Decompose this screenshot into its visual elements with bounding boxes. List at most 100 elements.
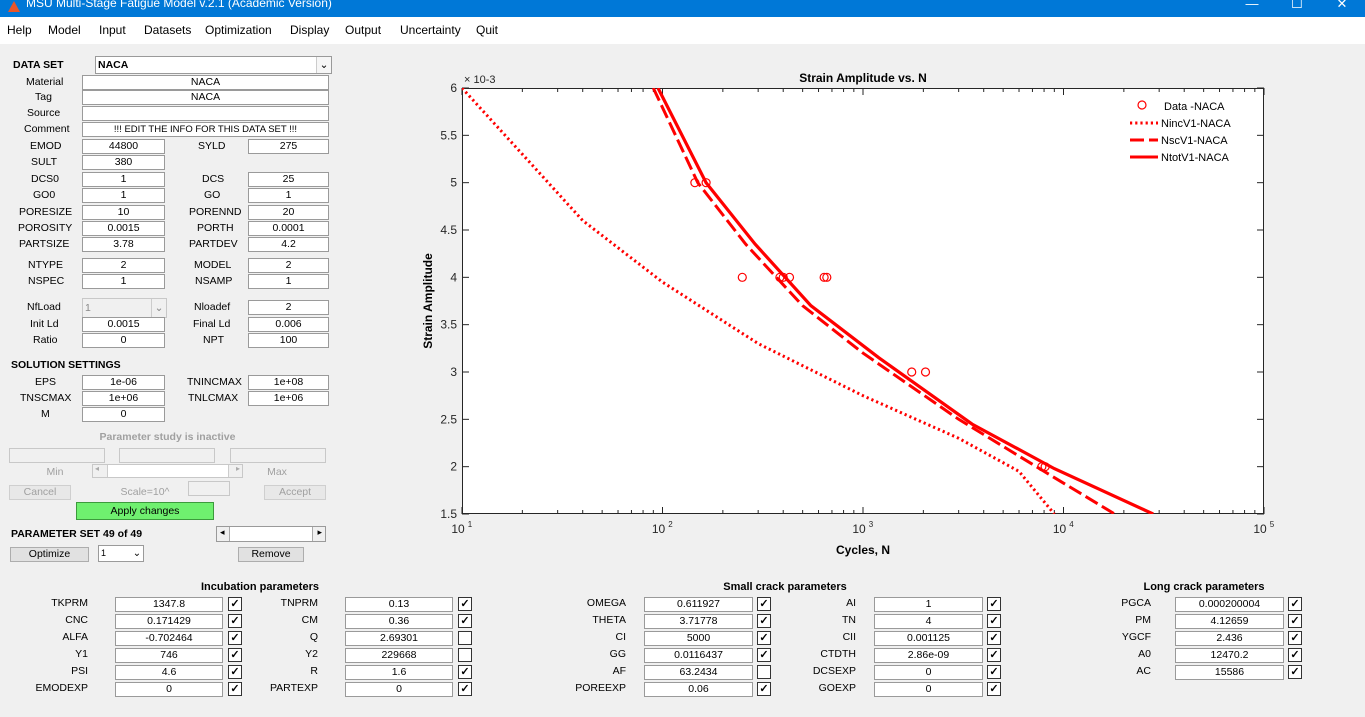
plot-axes[interactable] [462, 88, 1264, 514]
smallcrack-optimize-checkbox[interactable]: ✓ [987, 614, 1001, 628]
incubation-param-field[interactable]: 0.36 [345, 614, 453, 629]
smallcrack-optimize-checkbox[interactable]: ✓ [987, 648, 1001, 662]
incubation-param-field[interactable]: 1.6 [345, 665, 453, 680]
incubation-optimize-checkbox[interactable]: ✓ [228, 631, 242, 645]
comment-field[interactable]: !!! EDIT THE INFO FOR THIS DATA SET !!! [82, 122, 329, 137]
menu-quit[interactable]: Quit [476, 23, 499, 37]
smallcrack-param-field[interactable]: 1 [874, 597, 983, 612]
source-field[interactable] [82, 106, 329, 121]
smallcrack-param-field[interactable]: 0.06 [644, 682, 753, 697]
menu-datasets[interactable]: Datasets [144, 23, 192, 37]
smallcrack-optimize-checkbox[interactable]: ✓ [987, 631, 1001, 645]
menu-output[interactable]: Output [345, 23, 382, 37]
incubation-optimize-checkbox[interactable]: ✓ [458, 682, 472, 696]
longcrack-param-field[interactable]: 12470.2 [1175, 648, 1284, 663]
incubation-param-field[interactable]: 0.171429 [115, 614, 223, 629]
initld-field[interactable]: 0.0015 [82, 317, 165, 332]
sult-field[interactable]: 380 [82, 155, 165, 170]
longcrack-param-field[interactable]: 0.000200004 [1175, 597, 1284, 612]
tag-field[interactable]: NACA [82, 90, 329, 105]
go0-field[interactable]: 1 [82, 188, 165, 203]
menu-help[interactable]: Help [7, 23, 32, 37]
syld-field[interactable]: 275 [248, 139, 329, 154]
poresize-field[interactable]: 10 [82, 205, 165, 220]
smallcrack-optimize-checkbox[interactable]: ✓ [757, 682, 771, 696]
partsize-field[interactable]: 3.78 [82, 237, 165, 252]
smallcrack-param-field[interactable]: 0 [874, 682, 983, 697]
incubation-optimize-checkbox[interactable]: ✓ [228, 614, 242, 628]
incubation-optimize-checkbox[interactable]: ✓ [228, 597, 242, 611]
incubation-param-field[interactable]: 4.6 [115, 665, 223, 680]
smallcrack-param-field[interactable]: 0 [874, 665, 983, 680]
incubation-optimize-checkbox[interactable] [458, 648, 472, 662]
smallcrack-optimize-checkbox[interactable]: ✓ [987, 665, 1001, 679]
nsamp-field[interactable]: 1 [248, 274, 329, 289]
finalld-field[interactable]: 0.006 [248, 317, 329, 332]
model-field[interactable]: 2 [248, 258, 329, 273]
material-field[interactable]: NACA [82, 75, 329, 90]
menu-uncertainty[interactable]: Uncertainty [400, 23, 461, 37]
menu-optimization[interactable]: Optimization [205, 23, 272, 37]
cancel-button[interactable]: Cancel [9, 485, 71, 500]
chevron-down-icon[interactable]: ⌄ [132, 548, 142, 559]
smallcrack-param-field[interactable]: 0.611927 [644, 597, 753, 612]
eps-field[interactable]: 1e-06 [82, 375, 165, 390]
menu-display[interactable]: Display [290, 23, 330, 37]
incubation-param-field[interactable]: 1347.8 [115, 597, 223, 612]
smallcrack-optimize-checkbox[interactable]: ✓ [987, 597, 1001, 611]
smallcrack-param-field[interactable]: 5000 [644, 631, 753, 646]
remove-button[interactable]: Remove [238, 547, 304, 562]
emod-field[interactable]: 44800 [82, 139, 165, 154]
incubation-optimize-checkbox[interactable]: ✓ [228, 665, 242, 679]
ntype-field[interactable]: 2 [82, 258, 165, 273]
smallcrack-optimize-checkbox[interactable]: ✓ [757, 648, 771, 662]
apply-changes-button[interactable]: Apply changes [76, 502, 214, 520]
incubation-optimize-checkbox[interactable]: ✓ [458, 665, 472, 679]
incubation-param-field[interactable]: 229668 [345, 648, 453, 663]
smallcrack-optimize-checkbox[interactable]: ✓ [757, 614, 771, 628]
smallcrack-param-field[interactable]: 0.0116437 [644, 648, 753, 663]
menu-model[interactable]: Model [48, 23, 81, 37]
arrow-left-icon[interactable]: ◂ [220, 527, 225, 537]
tnincmax-field[interactable]: 1e+08 [248, 375, 329, 390]
incubation-param-field[interactable]: 746 [115, 648, 223, 663]
smallcrack-param-field[interactable]: 3.71778 [644, 614, 753, 629]
longcrack-optimize-checkbox[interactable]: ✓ [1288, 614, 1302, 628]
smallcrack-optimize-checkbox[interactable]: ✓ [987, 682, 1001, 696]
incubation-optimize-checkbox[interactable]: ✓ [458, 614, 472, 628]
longcrack-optimize-checkbox[interactable]: ✓ [1288, 665, 1302, 679]
smallcrack-optimize-checkbox[interactable]: ✓ [757, 631, 771, 645]
arrow-right-icon[interactable]: ▸ [317, 527, 322, 537]
incubation-param-field[interactable]: 0.13 [345, 597, 453, 612]
smallcrack-param-field[interactable]: 2.86e-09 [874, 648, 983, 663]
partdev-field[interactable]: 4.2 [248, 237, 329, 252]
longcrack-param-field[interactable]: 4.12659 [1175, 614, 1284, 629]
incubation-param-field[interactable]: 0 [115, 682, 223, 697]
incubation-param-field[interactable]: 0 [345, 682, 453, 697]
optimize-select[interactable]: 1 ⌄ [98, 545, 144, 562]
longcrack-optimize-checkbox[interactable]: ✓ [1288, 631, 1302, 645]
tnlcmax-field[interactable]: 1e+06 [248, 391, 329, 406]
accept-button[interactable]: Accept [264, 485, 326, 500]
nloadef-field[interactable]: 2 [248, 300, 329, 315]
smallcrack-param-field[interactable]: 63.2434 [644, 665, 753, 680]
smallcrack-optimize-checkbox[interactable]: ✓ [757, 597, 771, 611]
m-field[interactable]: 0 [82, 407, 165, 422]
incubation-optimize-checkbox[interactable]: ✓ [228, 682, 242, 696]
close-button[interactable]: ✕ [1336, 0, 1348, 11]
porosity-field[interactable]: 0.0015 [82, 221, 165, 236]
minimize-button[interactable]: — [1245, 0, 1259, 11]
smallcrack-param-field[interactable]: 0.001125 [874, 631, 983, 646]
nspec-field[interactable]: 1 [82, 274, 165, 289]
dataset-select[interactable]: NACA ⌄ [95, 56, 332, 74]
smallcrack-optimize-checkbox[interactable] [757, 665, 771, 679]
chevron-down-icon[interactable]: ⌄ [316, 57, 331, 73]
porth-field[interactable]: 0.0001 [248, 221, 329, 236]
optimize-button[interactable]: Optimize [10, 547, 89, 562]
menu-input[interactable]: Input [99, 23, 126, 37]
smallcrack-param-field[interactable]: 4 [874, 614, 983, 629]
porennd-field[interactable]: 20 [248, 205, 329, 220]
longcrack-optimize-checkbox[interactable]: ✓ [1288, 648, 1302, 662]
incubation-optimize-checkbox[interactable]: ✓ [228, 648, 242, 662]
ratio-field[interactable]: 0 [82, 333, 165, 348]
